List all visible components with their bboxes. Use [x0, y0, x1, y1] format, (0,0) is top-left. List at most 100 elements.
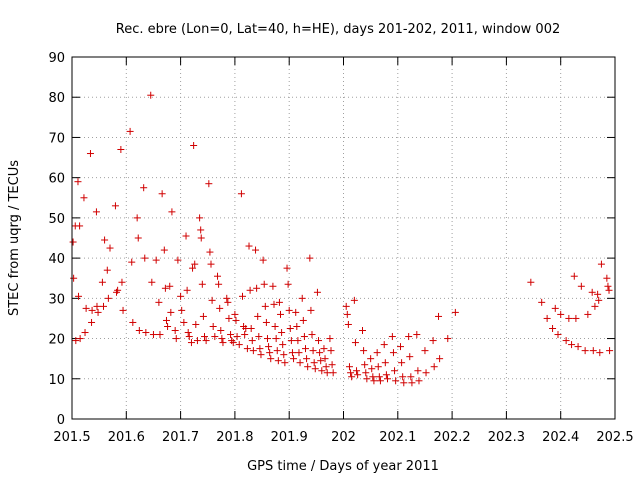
data-point	[152, 256, 160, 264]
data-point	[361, 361, 369, 369]
x-tick-label: 201.5	[53, 430, 90, 445]
y-tick-labels: 0 10 20 30 40 50 60 70 80 90	[48, 51, 65, 428]
x-tick-label: 202.1	[379, 430, 416, 445]
data-point	[207, 260, 215, 268]
data-point	[206, 248, 214, 256]
data-point	[69, 238, 77, 246]
data-point	[161, 284, 169, 292]
x-tick-label: 202.4	[542, 430, 579, 445]
data-point	[197, 226, 205, 234]
data-point	[596, 349, 604, 357]
data-point	[267, 355, 275, 363]
data-point	[315, 337, 323, 345]
data-point	[405, 333, 413, 341]
data-point	[374, 363, 382, 371]
data-point	[562, 337, 570, 345]
data-point	[269, 282, 277, 290]
data-point	[597, 260, 605, 268]
data-point	[167, 308, 175, 316]
data-point	[429, 337, 437, 345]
data-point	[104, 294, 112, 302]
data-point	[304, 363, 312, 371]
data-point	[568, 341, 576, 349]
data-point	[391, 367, 399, 375]
data-point	[147, 91, 155, 99]
data-point	[241, 331, 249, 339]
data-point	[311, 365, 319, 373]
data-point	[140, 184, 148, 192]
data-point	[224, 298, 232, 306]
x-tick-label: 202	[331, 430, 356, 445]
data-point	[192, 320, 200, 328]
data-point	[217, 327, 225, 335]
data-point	[149, 331, 157, 339]
data-point	[294, 337, 302, 345]
data-point	[591, 302, 599, 310]
data-point	[142, 329, 150, 337]
data-point	[350, 296, 358, 304]
data-point	[162, 316, 170, 324]
data-point	[538, 298, 546, 306]
data-point	[290, 355, 298, 363]
data-point	[187, 339, 195, 347]
data-point	[298, 294, 306, 302]
data-point	[259, 256, 267, 264]
data-point	[231, 310, 239, 318]
data-point	[581, 347, 589, 355]
data-point	[205, 180, 213, 188]
data-point	[232, 316, 240, 324]
data-point	[413, 331, 421, 339]
data-point	[570, 272, 578, 280]
data-point	[280, 351, 288, 359]
data-point	[248, 337, 256, 345]
y-tick-label: 80	[48, 91, 65, 106]
data-point	[199, 312, 207, 320]
data-point	[229, 339, 237, 347]
data-point	[247, 325, 255, 332]
data-point	[415, 377, 423, 385]
data-point	[286, 325, 294, 332]
data-point	[577, 282, 585, 290]
data-point	[527, 278, 535, 286]
data-point	[126, 127, 134, 135]
data-point	[392, 377, 400, 385]
chart-title: Rec. ebre (Lon=0, Lat=40, h=HE), days 20…	[116, 22, 560, 37]
data-point	[557, 310, 565, 318]
data-point	[406, 353, 414, 361]
data-point	[604, 282, 612, 290]
x-tick-label: 201.9	[271, 430, 308, 445]
data-point	[584, 310, 592, 318]
data-point	[101, 236, 109, 244]
data-point	[266, 349, 274, 357]
data-point	[360, 347, 368, 355]
data-point	[119, 306, 127, 314]
data-point	[243, 345, 251, 353]
data-point	[263, 335, 271, 343]
data-point	[92, 208, 100, 216]
data-point	[182, 232, 190, 240]
data-point	[185, 333, 193, 341]
data-point	[177, 292, 185, 300]
data-point	[367, 355, 375, 363]
data-point	[278, 329, 286, 337]
data-point	[408, 379, 416, 387]
data-point	[227, 331, 235, 339]
data-point	[128, 258, 136, 266]
data-point	[380, 341, 388, 349]
data-point	[285, 306, 293, 314]
data-point	[292, 308, 300, 316]
data-point	[158, 190, 166, 198]
data-point	[252, 246, 260, 254]
data-point	[70, 274, 78, 282]
data-point	[183, 286, 191, 294]
data-point	[88, 306, 96, 314]
data-point	[309, 347, 317, 355]
data-point	[414, 367, 422, 375]
data-point	[273, 347, 281, 355]
data-point	[398, 359, 406, 367]
data-point	[262, 318, 270, 326]
data-point	[373, 349, 381, 357]
y-tick-label: 60	[48, 172, 65, 187]
data-point	[287, 337, 295, 345]
